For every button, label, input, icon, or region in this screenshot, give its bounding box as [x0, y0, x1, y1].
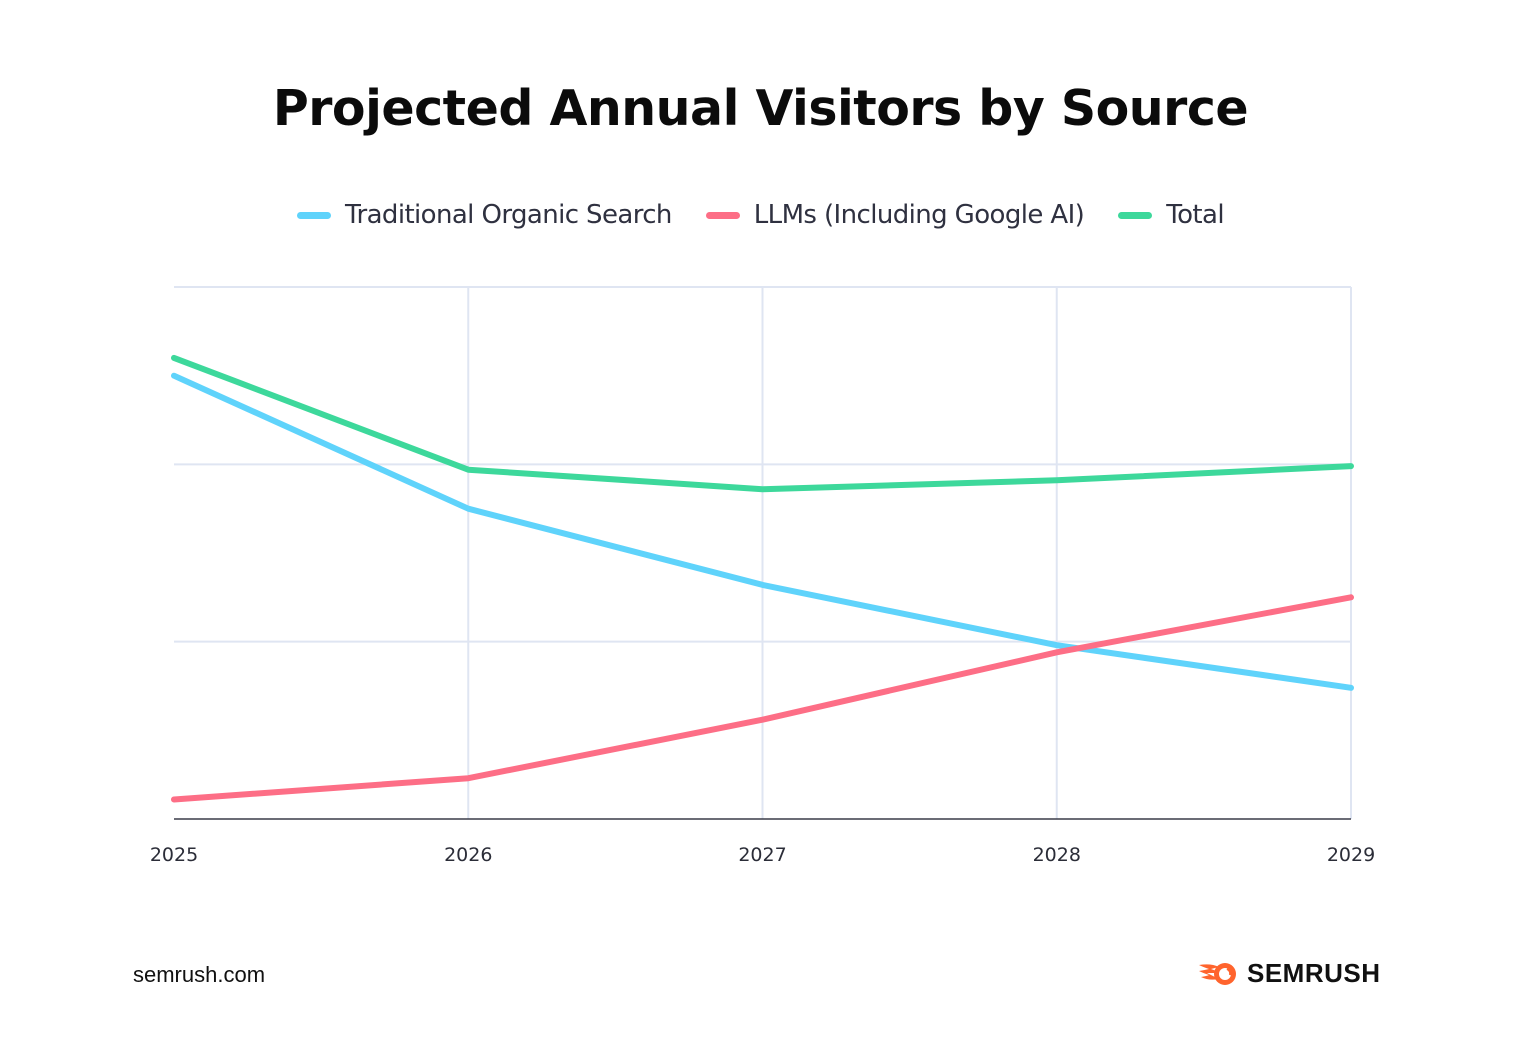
x-tick-label: 2025 [150, 844, 198, 866]
grid [174, 286, 1352, 820]
legend-swatch-llms [705, 211, 740, 219]
legend-swatch-total [1118, 211, 1153, 219]
x-tick-label: 2026 [444, 844, 492, 866]
x-tick-label: 2028 [1033, 844, 1081, 866]
chart-title: Projected Annual Visitors by Source [272, 80, 1249, 137]
x-tick-label: 2027 [738, 844, 786, 866]
semrush-fireball-icon [1199, 962, 1236, 985]
legend-label-llms: LLMs (Including Google AI) [753, 200, 1085, 230]
series-lines [171, 354, 1354, 803]
legend-item-organic: Traditional Organic Search [297, 200, 672, 230]
brand-name: SEMRUSH [1247, 958, 1381, 988]
legend-label-total: Total [1166, 200, 1224, 230]
chart-legend: Traditional Organic Search LLMs (Includi… [0, 200, 1521, 230]
semrush-logo: SEMRUSH [1197, 958, 1381, 989]
legend-item-total: Total [1118, 200, 1225, 230]
footer-url: semrush.com [133, 962, 266, 987]
legend-swatch-organic [297, 211, 332, 219]
x-tick-label: 2029 [1327, 844, 1375, 866]
x-axis-labels: 2025 2026 2027 2028 2029 [150, 844, 1375, 866]
legend-label-organic: Traditional Organic Search [345, 200, 672, 230]
legend-item-llms: LLMs (Including Google AI) [705, 200, 1085, 230]
